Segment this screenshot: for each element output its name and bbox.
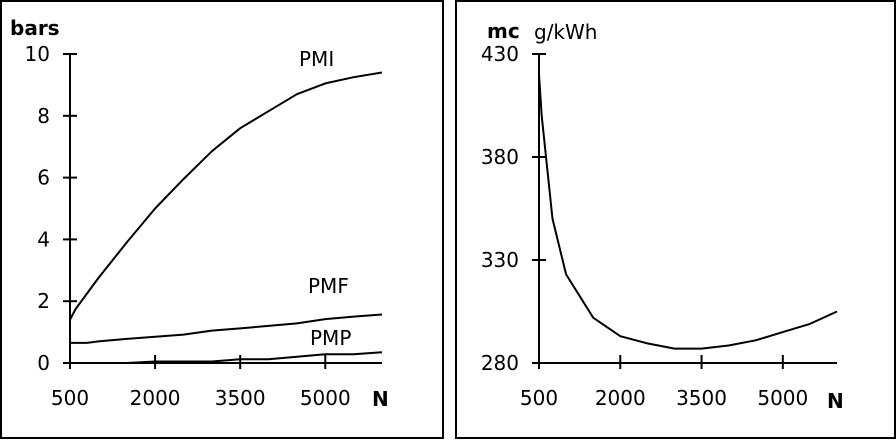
y-axis-title: bars: [10, 16, 60, 40]
y-tick-label: 0: [37, 351, 50, 375]
x-tick-label: 3500: [676, 386, 727, 410]
chart-bars-vs-rpm: 0 2 4 6 8 10 500 2000 3500 5000 bars N PMI PMF PMP: [10, 16, 389, 411]
chart-consumption-vs-rpm: 280 330 380 430 500 2000 3500 5000 mc g/kWh N: [481, 19, 844, 413]
x-tick-label: 500: [520, 386, 558, 410]
y-tick-label: 10: [25, 42, 50, 66]
chart-panel-bars: 0 2 4 6 8 10 500 2000 3500 5000 bars N PMI PMF PMP: [0, 0, 444, 439]
y-tick-label: 4: [37, 227, 50, 251]
series-label-pmf: PMF: [308, 274, 349, 298]
y-tick-label: 280: [481, 351, 519, 375]
x-tick-label: 500: [51, 386, 89, 410]
x-axis-title: N: [827, 389, 844, 413]
y-tick-label: 430: [481, 42, 519, 66]
y-axis-title: mc: [487, 19, 520, 43]
series-line-pmi: [69, 71, 383, 321]
x-tick-label: 2000: [130, 386, 181, 410]
series-label-pmi: PMI: [299, 47, 334, 71]
x-tick-label: 5000: [757, 386, 808, 410]
y-tick-label: 380: [481, 145, 519, 169]
x-tick-label: 5000: [300, 386, 351, 410]
y-tick-label: 6: [37, 166, 50, 190]
y-axis-units: g/kWh: [534, 20, 597, 44]
x-axis-title: N: [372, 387, 389, 411]
x-tick-label: 2000: [595, 386, 646, 410]
y-tick-label: 2: [37, 289, 50, 313]
chart-panel-consumption: 280 330 380 430 500 2000 3500 5000 mc g/kWh N: [455, 0, 896, 439]
x-tick-label: 3500: [215, 386, 266, 410]
series-line-consumption: [538, 74, 838, 350]
series-label-pmp: PMP: [310, 326, 351, 350]
y-tick-label: 8: [37, 104, 50, 128]
series-line-pmf: [70, 313, 383, 344]
series-line-pmp: [70, 351, 383, 364]
y-tick-label: 330: [481, 248, 519, 272]
